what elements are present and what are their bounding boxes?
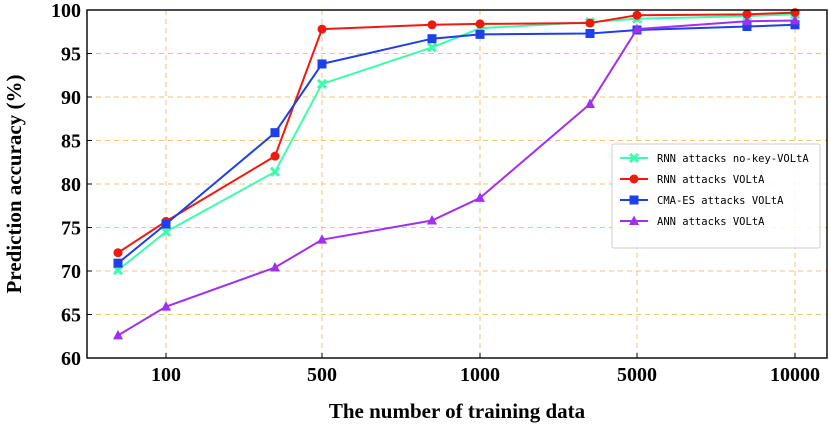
legend-label: ANN attacks VOLtA — [657, 216, 765, 228]
x-tick-label: 100 — [151, 364, 181, 386]
legend-item: CMA-ES attacks VOLtA — [620, 195, 784, 207]
x-tick-label: 1000 — [460, 364, 500, 386]
legend-item: ANN attacks VOLtA — [620, 215, 765, 228]
data-point — [161, 301, 171, 311]
legend-label: RNN attacks no-key-VOLtA — [657, 153, 809, 165]
data-point — [585, 18, 595, 28]
data-point — [317, 234, 327, 244]
series-line — [117, 19, 796, 337]
legend-item: RNN attacks VOLtA — [620, 174, 765, 186]
data-point — [427, 34, 437, 44]
series-line — [117, 13, 796, 271]
data-point — [270, 128, 280, 138]
x-tick-label: 500 — [307, 364, 337, 386]
axis-ticks: 60 65 70 75 80 85 90 95 100 100 500 1000 5000 10000 — [51, 0, 820, 386]
data-point — [790, 14, 800, 25]
data-point — [317, 24, 327, 34]
data-point — [632, 10, 642, 20]
data-point — [742, 22, 752, 32]
y-tick-label: 90 — [61, 87, 81, 109]
data-point — [427, 215, 437, 225]
series-line — [117, 23, 796, 264]
data-point — [632, 23, 642, 34]
data-point — [585, 28, 595, 38]
data-point — [317, 59, 327, 69]
series-line — [117, 11, 796, 254]
data-point — [790, 20, 800, 30]
y-axis-title: Prediction accuracy (%) — [2, 75, 26, 294]
data-point — [475, 192, 485, 202]
y-tick-label: 100 — [51, 0, 81, 22]
data-point — [270, 262, 280, 272]
series-triangle — [113, 14, 800, 340]
data-point — [426, 42, 438, 53]
x-tick-label: 5000 — [617, 364, 657, 386]
data-point — [113, 329, 123, 340]
data-point — [113, 248, 123, 258]
series-group — [112, 8, 801, 340]
legend-item: RNN attacks no-key-VOLtA — [620, 152, 809, 165]
data-point — [629, 174, 639, 184]
y-tick-label: 80 — [61, 174, 81, 196]
legend: RNN attacks no-key-VOLtA RNN attacks VOLt… — [611, 143, 821, 249]
data-point — [629, 195, 639, 205]
x-tick-label: 10000 — [770, 364, 820, 386]
data-point — [475, 29, 485, 39]
data-point — [160, 226, 172, 237]
data-point — [742, 15, 752, 26]
legend-box — [611, 143, 821, 249]
data-point — [316, 78, 328, 90]
y-tick-label: 70 — [61, 261, 81, 283]
y-tick-label: 85 — [61, 131, 81, 153]
y-tick-label: 65 — [61, 305, 81, 327]
data-point — [427, 20, 437, 30]
data-point — [113, 258, 123, 268]
data-point — [629, 215, 639, 225]
y-tick-label: 75 — [61, 218, 81, 240]
data-point — [161, 219, 171, 229]
data-point — [270, 151, 280, 161]
data-point — [742, 9, 752, 19]
x-axis-title: The number of training data — [329, 399, 586, 423]
data-point — [628, 152, 640, 164]
data-point — [585, 98, 595, 108]
y-tick-label: 60 — [61, 348, 81, 370]
legend-label: RNN attacks VOLtA — [657, 174, 765, 186]
data-point — [269, 166, 281, 177]
data-point — [475, 19, 485, 29]
legend-label: CMA-ES attacks VOLtA — [657, 195, 784, 207]
y-tick-label: 95 — [61, 44, 81, 66]
